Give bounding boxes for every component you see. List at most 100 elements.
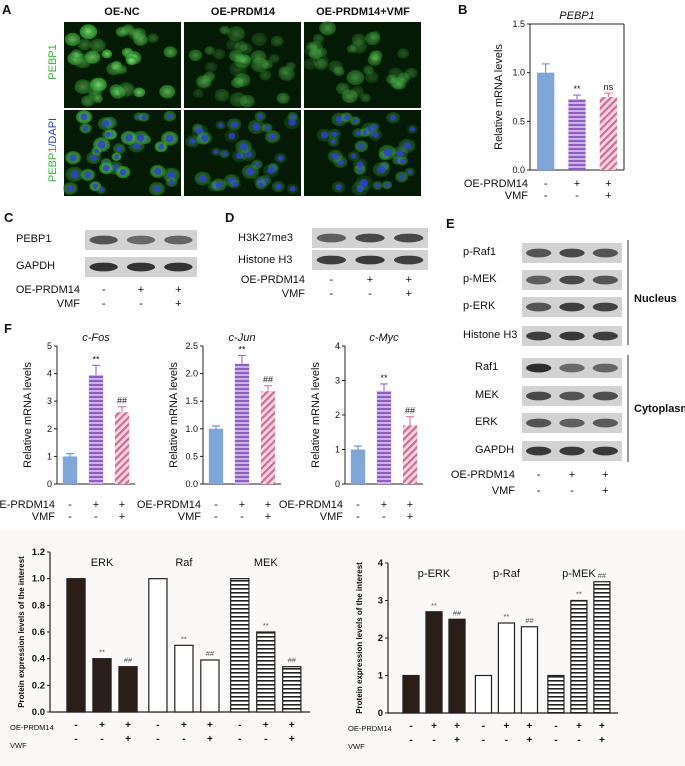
band <box>526 391 552 401</box>
cell <box>397 72 410 84</box>
bar <box>474 674 493 714</box>
condition-mark: - <box>570 485 574 497</box>
y-tick-label: 0.0 <box>185 479 198 489</box>
significance-label: ## <box>598 571 607 580</box>
cell <box>133 87 146 98</box>
y-tick-label: 2.0 <box>185 369 198 379</box>
y-tick-label: 4 <box>335 341 340 351</box>
cell <box>346 70 365 86</box>
y-axis-label: Relative mRNA levels <box>168 362 180 468</box>
band-label: p-MEK <box>463 273 497 285</box>
condition-mark: + <box>407 511 413 523</box>
condition-mark: + <box>119 499 125 511</box>
nucleus <box>398 174 405 180</box>
band <box>89 235 118 245</box>
band <box>164 235 193 245</box>
cell <box>212 48 226 60</box>
chart-title: c-Jun <box>229 332 256 344</box>
panel-label-b: B <box>458 2 467 17</box>
nucleus <box>335 184 342 191</box>
micrograph-grid <box>62 21 421 196</box>
condition-mark: - <box>575 190 579 202</box>
nucleus <box>246 167 255 176</box>
condition-mark: + <box>239 499 245 511</box>
band <box>559 302 585 312</box>
y-tick-label: 1.0 <box>512 68 525 78</box>
nucleus <box>330 139 337 145</box>
bar <box>92 658 112 713</box>
cell <box>74 79 92 94</box>
band-label: ERK <box>475 416 498 428</box>
significance-label: ** <box>238 344 246 354</box>
condition-label: OE-PRDM14 <box>279 499 343 511</box>
bar <box>570 599 588 714</box>
condition-mark: + <box>207 720 213 731</box>
cell <box>77 38 92 51</box>
y-tick-label: 0.0 <box>512 165 525 175</box>
band <box>592 418 618 428</box>
band <box>592 446 618 456</box>
nucleus <box>137 134 145 142</box>
cell <box>106 62 122 76</box>
y-tick-label: 2 <box>378 633 383 644</box>
y-tick-label: 1.2 <box>32 547 45 558</box>
nucleus <box>383 148 392 157</box>
nucleus <box>105 131 111 138</box>
condition-label: VWF <box>348 742 365 751</box>
y-tick-label: 1.5 <box>185 396 198 406</box>
band <box>559 275 585 285</box>
bar <box>402 425 418 484</box>
cell <box>229 61 247 77</box>
condition-mark: + <box>431 721 437 732</box>
cytoplasm-label: Cytoplasm <box>634 403 685 415</box>
y-tick-label: 0.6 <box>32 627 45 638</box>
condition-mark: - <box>356 499 360 511</box>
nucleus <box>267 166 275 174</box>
condition-mark: + <box>289 720 295 731</box>
condition-mark: + <box>527 735 533 746</box>
nucleus <box>257 113 263 119</box>
condition-mark: + <box>138 284 144 296</box>
band <box>592 331 618 341</box>
significance-label: ** <box>99 648 105 657</box>
cell <box>196 75 212 88</box>
nucleus <box>102 120 110 128</box>
column-label-oe-prdm14-vmf: OE-PRDM14+VMF <box>316 6 410 18</box>
significance-label: ** <box>576 590 582 599</box>
condition-mark: + <box>569 469 575 481</box>
bar <box>568 98 586 170</box>
condition-mark: - <box>368 288 372 300</box>
condition-mark: + <box>574 178 580 190</box>
nucleus <box>351 153 357 159</box>
band <box>592 363 618 373</box>
band <box>355 233 385 243</box>
band <box>526 331 552 341</box>
cell <box>89 38 106 53</box>
cell <box>250 50 267 64</box>
chart-phospho-proteins: 0 1 2 3 4 Protein expression levels of the in… <box>348 558 618 751</box>
significance-label: ## <box>525 616 534 625</box>
group-label: p-Raf <box>493 568 521 580</box>
bar <box>148 578 168 713</box>
condition-mark: + <box>289 734 295 745</box>
condition-mark: - <box>554 735 557 746</box>
condition-mark: + <box>367 274 373 286</box>
chart-title: c-Fos <box>82 332 110 344</box>
chart-f-c-fos: 0 1 2 3 4 5 c-Fos Relative mRNA levels ** ## <box>22 332 135 489</box>
cell <box>84 50 101 64</box>
cell <box>118 82 135 97</box>
nucleus <box>153 185 161 193</box>
nucleus <box>377 165 386 174</box>
condition-label: VWF <box>10 741 27 750</box>
y-tick-label: 1.0 <box>185 424 198 434</box>
condition-label: VMF <box>492 485 516 497</box>
cell <box>346 44 357 54</box>
y-tick-label: 4 <box>378 558 384 569</box>
cell <box>260 59 273 70</box>
bar <box>174 644 194 713</box>
condition-label: VMF <box>505 190 529 202</box>
nucleus <box>166 113 173 119</box>
y-axis-label: Protein expression levels of the interes… <box>17 556 26 708</box>
cell <box>82 26 94 36</box>
